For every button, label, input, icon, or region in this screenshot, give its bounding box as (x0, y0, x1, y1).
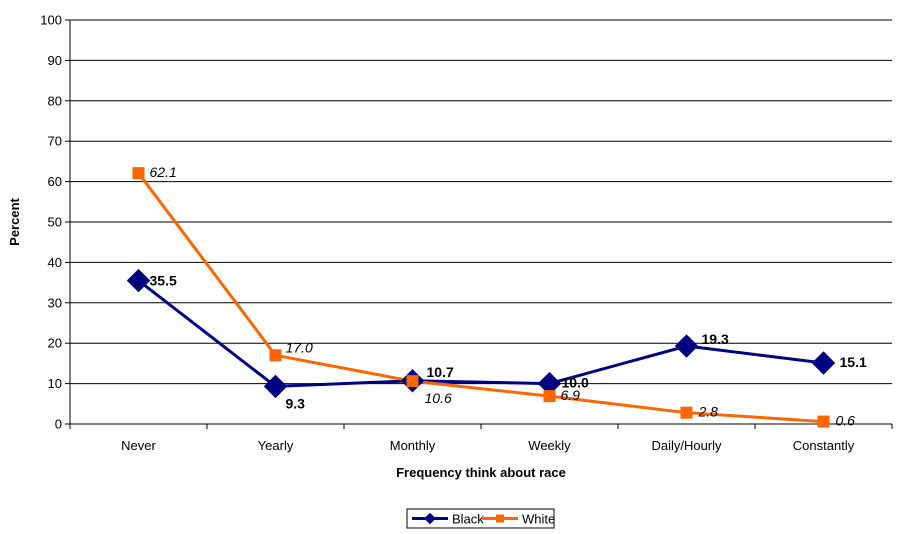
data-label: 2.8 (698, 404, 719, 420)
data-label: 9.3 (286, 395, 306, 411)
data-point-diamond (811, 351, 836, 375)
y-tick-label: 90 (48, 53, 62, 68)
y-tick-label: 70 (48, 134, 62, 149)
legend-label: White (522, 512, 555, 527)
data-label: 62.1 (150, 164, 177, 180)
x-tick-label: Never (121, 438, 156, 453)
data-point-square (132, 167, 145, 180)
y-axis-title: Percent (7, 197, 22, 245)
x-tick-label: Constantly (793, 438, 855, 453)
axes: 0 10 20 30 40 50 60 70 80 90 100 Never Yearly Monthly… (40, 13, 893, 453)
x-tick-label: Weekly (528, 438, 571, 453)
series-line-black (137, 279, 824, 388)
legend-box (406, 508, 555, 529)
x-tick-label: Daily/Hourly (651, 438, 722, 453)
data-label: 10.6 (425, 390, 452, 406)
data-point-square (269, 349, 282, 362)
data-point-square (406, 375, 419, 388)
data-label: 6.9 (561, 387, 581, 403)
data-label: 35.5 (150, 273, 177, 289)
y-tick-label: 30 (48, 295, 62, 310)
y-tick-label: 100 (40, 13, 62, 28)
x-tick-label: Monthly (390, 438, 436, 453)
legend: Black White (406, 508, 555, 529)
data-point-square (496, 514, 504, 523)
data-point-diamond (424, 512, 436, 525)
x-tick-label: Yearly (258, 438, 294, 453)
data-label: 10.7 (427, 364, 454, 380)
legend-label: Black (452, 512, 484, 527)
y-tick-label: 0 (55, 417, 62, 432)
data-point-diamond (126, 268, 151, 293)
data-point-square (680, 406, 693, 419)
data-label: 17.0 (286, 339, 313, 355)
series-lines (126, 167, 836, 428)
data-label: 19.3 (702, 331, 729, 347)
data-point-diamond (263, 374, 288, 399)
data-label: 0.6 (836, 413, 856, 429)
x-axis-title: Frequency think about race (396, 465, 566, 480)
y-tick-label: 80 (48, 93, 62, 108)
y-tick-label: 20 (48, 336, 62, 351)
y-tick-label: 40 (48, 255, 62, 270)
y-tick-label: 10 (48, 376, 62, 391)
data-label: 15.1 (840, 354, 867, 370)
data-point-diamond (674, 334, 699, 358)
data-label: 10.0 (562, 375, 589, 391)
gridlines (70, 19, 892, 385)
y-tick-label: 50 (48, 215, 62, 230)
series-line-white (137, 172, 824, 424)
y-tick-label: 60 (48, 174, 62, 189)
data-labels: 35.5 9.3 10.7 10.0 19.3 15.1 62.1 17.0 10.6 6.9 2.… (150, 164, 867, 428)
data-point-square (543, 390, 556, 403)
data-point-square (817, 415, 830, 428)
